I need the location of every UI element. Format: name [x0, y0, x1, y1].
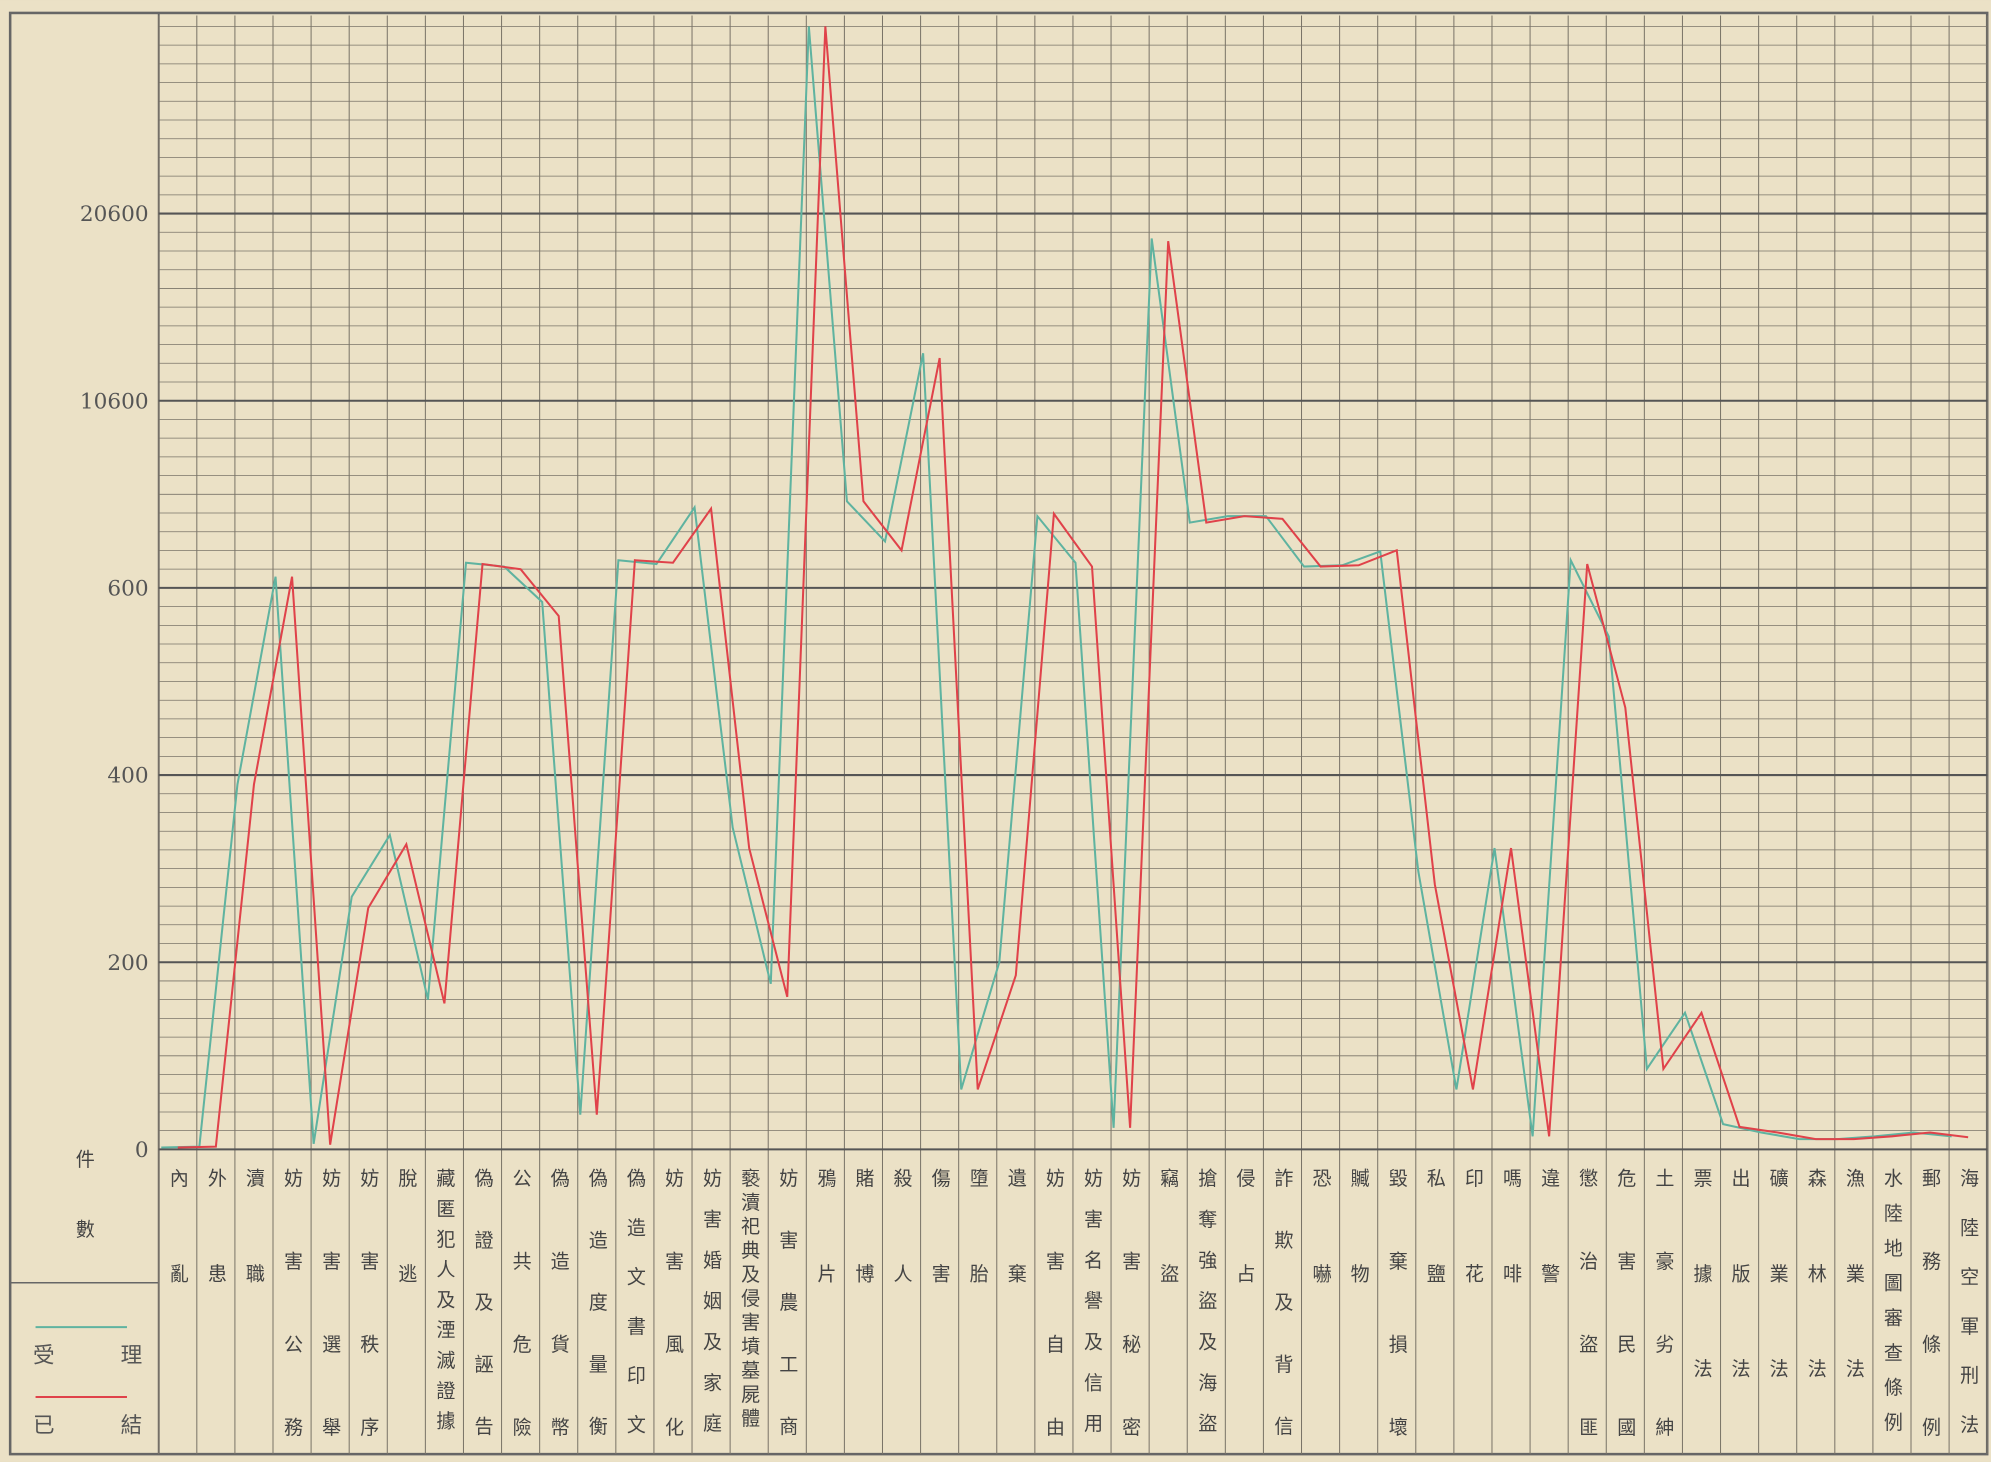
x-tick-label: 印花	[1462, 1168, 1484, 1359]
x-tick-label: 私鹽	[1424, 1168, 1446, 1359]
x-tick-label: 漁業法	[1843, 1168, 1865, 1454]
x-tick-label: 土豪劣紳	[1652, 1168, 1674, 1462]
x-tick-label: 懲治盜匪	[1576, 1168, 1598, 1462]
y-tick-label: 600	[107, 577, 148, 602]
x-tick-label: 票據法	[1690, 1168, 1712, 1454]
y-tick-label: 200	[107, 951, 148, 976]
x-tick-label: 公共危險	[510, 1168, 532, 1462]
x-tick-label: 偽造貨幣	[548, 1168, 570, 1462]
y-tick-label: 20600	[80, 202, 149, 227]
x-tick-label: 藏匿犯人及湮滅證據	[433, 1168, 455, 1441]
x-tick-label: 恐嚇	[1310, 1168, 1332, 1358]
x-tick-label: 外患	[205, 1168, 227, 1359]
x-tick-label: 妨害婚姻及家庭	[700, 1168, 722, 1454]
x-tick-label: 偽造文書印文	[624, 1168, 646, 1462]
x-tick-label: 妨害自由	[1043, 1168, 1065, 1462]
x-tick-label: 內亂	[167, 1168, 189, 1359]
x-tick-label: 妨害名譽及信用	[1081, 1168, 1103, 1454]
y-axis-label: 件數	[73, 1149, 95, 1289]
y-tick-label: 0	[135, 1138, 149, 1163]
x-tick-label: 侵占	[1233, 1168, 1255, 1359]
legend-label: 受理	[33, 1344, 208, 1369]
x-tick-label: 詐欺及背信	[1271, 1168, 1293, 1462]
x-tick-label: 妨害風化	[662, 1168, 684, 1462]
x-tick-label: 偽證及誣告	[472, 1168, 494, 1462]
x-tick-label: 遺棄	[1005, 1168, 1027, 1359]
x-tick-label: 出版法	[1729, 1168, 1751, 1454]
x-tick-label: 脫逃	[395, 1168, 417, 1359]
x-tick-label: 郵務條例	[1919, 1168, 1941, 1462]
x-tick-label: 瀆職	[243, 1168, 265, 1359]
x-tick-label: 毀棄損壞	[1386, 1168, 1408, 1462]
x-tick-label: 妨害秘密	[1119, 1168, 1141, 1462]
data-line	[177, 26, 1969, 1149]
x-tick-label: 殺人	[891, 1168, 913, 1359]
x-tick-label: 妨害農工商	[776, 1168, 798, 1462]
x-tick-label: 妨害秩序	[357, 1168, 379, 1462]
x-tick-label: 傷害	[929, 1168, 951, 1359]
x-tick-label: 妨害選舉	[319, 1168, 341, 1462]
x-tick-label: 贓物	[1348, 1168, 1370, 1359]
x-tick-label: 搶奪強盜及海盜	[1195, 1168, 1217, 1454]
y-tick-label: 400	[107, 764, 148, 789]
x-tick-label: 森林法	[1805, 1168, 1827, 1454]
x-tick-label: 嗎啡	[1500, 1168, 1522, 1358]
x-tick-label: 妨害公務	[281, 1168, 303, 1462]
x-tick-label: 違警	[1538, 1168, 1560, 1359]
x-tick-label: 偽造度量衡	[586, 1168, 608, 1462]
legend-label: 已結	[33, 1414, 208, 1439]
x-tick-label: 鴉片	[814, 1168, 836, 1359]
x-tick-label: 危害民國	[1614, 1168, 1636, 1462]
x-tick-label: 水陸地圖審查條例	[1881, 1168, 1903, 1447]
x-tick-label: 海陸空軍刑法	[1957, 1168, 1979, 1462]
x-tick-label: 礦業法	[1767, 1168, 1789, 1454]
data-line	[161, 26, 1952, 1149]
x-tick-label: 褻瀆祀典及侵害墳墓屍體	[738, 1168, 760, 1432]
x-tick-label: 竊盜	[1157, 1168, 1179, 1359]
x-tick-label: 墮胎	[967, 1168, 989, 1359]
x-tick-label: 賭博	[852, 1168, 874, 1359]
y-tick-label: 10600	[80, 389, 149, 414]
